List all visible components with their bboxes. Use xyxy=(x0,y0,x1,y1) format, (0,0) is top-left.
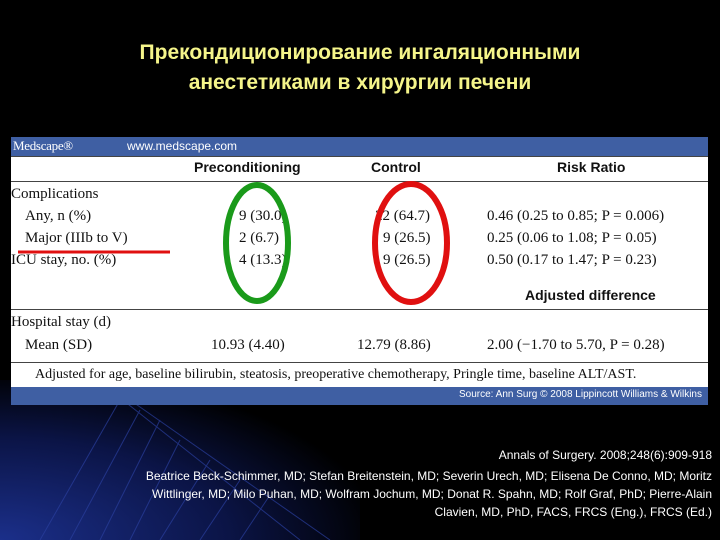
citation: Annals of Surgery. 2008;248(6):909-918 xyxy=(498,448,712,462)
column-header-control: Control xyxy=(371,159,421,175)
cell-any-risk-ratio: 0.46 (0.25 to 0.85; P = 0.006) xyxy=(487,208,665,224)
results-table: Preconditioning Control Risk Ratio Compl… xyxy=(11,156,708,386)
medscape-logo: Medscape® xyxy=(13,138,73,153)
red-circle-control xyxy=(372,181,450,305)
authors-line3: Clavien, MD, PhD, FACS, FRCS (Eng.), FRC… xyxy=(434,505,712,519)
slide-title-line2: анестетиками в хирургии печени xyxy=(188,71,532,94)
source-bar: Source: Ann Surg © 2008 Lippincott Willi… xyxy=(11,387,708,405)
table-figure: Medscape® www.medscape.com Preconditioni… xyxy=(11,137,708,405)
cell-any-preconditioning: 9 (30.0) xyxy=(239,208,287,224)
cell-mean-preconditioning: 10.93 (4.40) xyxy=(211,337,285,353)
background-streaks xyxy=(39,389,331,540)
row-label-hospital-stay: Hospital stay (d) xyxy=(11,314,111,330)
table-section-rule xyxy=(11,309,708,310)
table-footnote: Adjusted for age, baseline bilirubin, st… xyxy=(35,367,637,382)
medscape-header-bar: Medscape® www.medscape.com xyxy=(11,137,708,156)
row-label-mean-sd: Mean (SD) xyxy=(25,337,93,353)
cell-any-control: 22 (64.7) xyxy=(375,208,430,224)
cell-icu-risk-ratio: 0.50 (0.17 to 1.47; P = 0.23) xyxy=(487,252,657,268)
background-glow xyxy=(0,380,360,540)
cell-major-control: 9 (26.5) xyxy=(383,230,431,246)
table-bottom-rule xyxy=(11,362,708,363)
column-header-preconditioning: Preconditioning xyxy=(194,159,301,175)
slide-title-line1: Прекондиционирование ингаляционными xyxy=(139,41,581,64)
row-label-major: Major (IIIb to V) xyxy=(25,230,128,246)
row-label-complications: Complications xyxy=(11,186,99,202)
green-circle-preconditioning xyxy=(223,182,291,304)
source-text: Source: Ann Surg © 2008 Lippincott Willi… xyxy=(458,389,702,400)
cell-icu-control: 9 (26.5) xyxy=(383,252,431,268)
column-header-risk-ratio: Risk Ratio xyxy=(557,159,626,175)
cell-icu-preconditioning: 4 (13.3) xyxy=(239,252,287,268)
row-label-icu-stay: ICU stay, no. (%) xyxy=(11,252,117,268)
slide-title: Прекондиционирование ингаляционными анес… xyxy=(0,38,720,98)
adjusted-difference-label: Adjusted difference xyxy=(525,287,656,303)
table-top-rule xyxy=(11,156,708,157)
cell-mean-risk-ratio: 2.00 (−1.70 to 5.70, P = 0.28) xyxy=(487,337,665,353)
medscape-url: www.medscape.com xyxy=(127,139,238,153)
authors-line1: Beatrice Beck-Schimmer, MD; Stefan Breit… xyxy=(145,469,712,483)
cell-mean-control: 12.79 (8.86) xyxy=(357,337,431,353)
cell-major-risk-ratio: 0.25 (0.06 to 1.08; P = 0.05) xyxy=(487,230,657,246)
table-header-rule xyxy=(11,181,708,182)
row-label-any: Any, n (%) xyxy=(25,208,92,224)
authors: Beatrice Beck-Schimmer, MD; Stefan Breit… xyxy=(20,467,712,521)
cell-major-preconditioning: 2 (6.7) xyxy=(239,230,279,246)
authors-line2: Wittlinger, MD; Milo Puhan, MD; Wolfram … xyxy=(152,487,712,501)
